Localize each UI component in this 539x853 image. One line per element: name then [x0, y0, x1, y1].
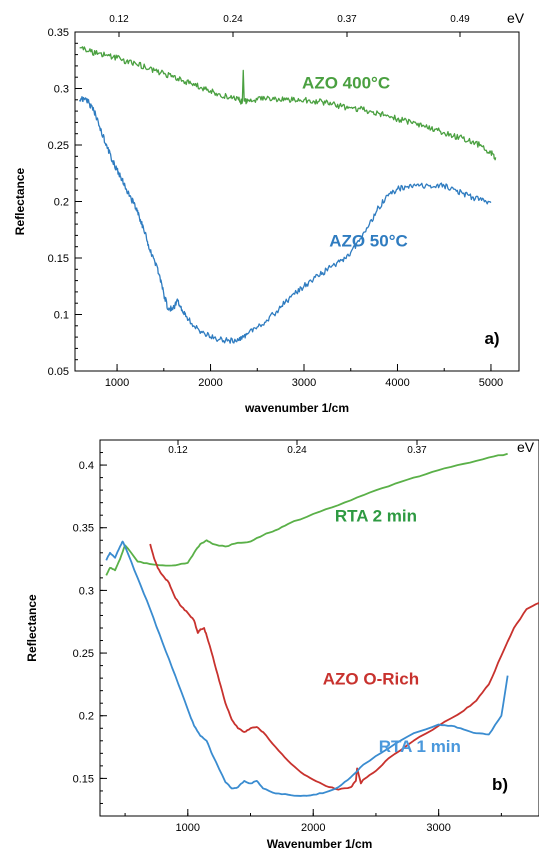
series-line-azo-o-rich — [149, 543, 539, 791]
series-label: AZO O-Rich — [323, 669, 419, 688]
panel-a: 1000 2000 3000 4000 5000 0.05 0.1 0.15 0.2 0.25 0.… — [13, 10, 525, 415]
x-tick-label: 4000 — [385, 377, 409, 389]
x-axis-label: wavenumber 1/cm — [244, 401, 349, 415]
top-tick-label: 0.12 — [109, 14, 129, 25]
series-line-rta-1-min — [105, 540, 509, 797]
x-tick-label: 2000 — [301, 822, 325, 834]
series-label: RTA 2 min — [335, 506, 417, 525]
plot-frame — [74, 31, 520, 372]
x-tick-label: 5000 — [479, 377, 503, 389]
y-tick-label: 0.3 — [79, 585, 94, 597]
series-line-azo-50-c — [79, 95, 492, 344]
y-tick-label: 0.05 — [48, 366, 69, 378]
top-axis-unit: eV — [507, 10, 525, 26]
top-tick-label: 0.12 — [168, 445, 188, 456]
series-line-rta-2-min — [105, 452, 508, 576]
top-tick-label: 0.24 — [287, 445, 307, 456]
y-tick-label: 0.25 — [48, 140, 69, 152]
y-tick-label: 0.3 — [54, 84, 69, 96]
plot-frame — [99, 439, 539, 817]
x-tick-label: 1000 — [176, 822, 200, 834]
series-label: AZO 400°C — [302, 74, 390, 93]
x-tick-label: 2000 — [198, 377, 222, 389]
top-tick-label: 0.37 — [407, 445, 427, 456]
y-axis-label: Reflectance — [13, 167, 27, 235]
top-tick-label: 0.24 — [223, 14, 243, 25]
y-tick-label: 0.2 — [79, 711, 94, 723]
top-tick-label: 0.49 — [450, 14, 470, 25]
top-axis-unit: eV — [517, 439, 535, 455]
x-tick-label: 3000 — [426, 822, 450, 834]
series-label: RTA 1 min — [379, 737, 461, 756]
x-axis-label: Wavenumber 1/cm — [267, 837, 373, 851]
top-tick-label: 0.37 — [337, 14, 357, 25]
y-tick-label: 0.35 — [48, 27, 69, 39]
series-label: AZO 50°C — [329, 232, 408, 251]
y-axis-label: Reflectance — [25, 594, 39, 662]
y-tick-label: 0.35 — [73, 523, 94, 535]
y-tick-label: 0.4 — [79, 460, 94, 472]
y-tick-label: 0.15 — [73, 773, 94, 785]
y-tick-label: 0.25 — [73, 648, 94, 660]
y-tick-label: 0.15 — [48, 253, 69, 265]
x-tick-label: 1000 — [105, 377, 129, 389]
panel-label: a) — [484, 329, 499, 348]
y-tick-label: 0.1 — [54, 310, 69, 322]
panel-b: 1000 2000 3000 0.15 0.2 0.25 0.3 0.35 0.4 0.12 0.2… — [25, 439, 539, 851]
panel-label: b) — [492, 775, 508, 794]
y-tick-label: 0.2 — [54, 197, 69, 209]
x-tick-label: 3000 — [292, 377, 316, 389]
series-line-azo-400-c — [79, 46, 497, 161]
